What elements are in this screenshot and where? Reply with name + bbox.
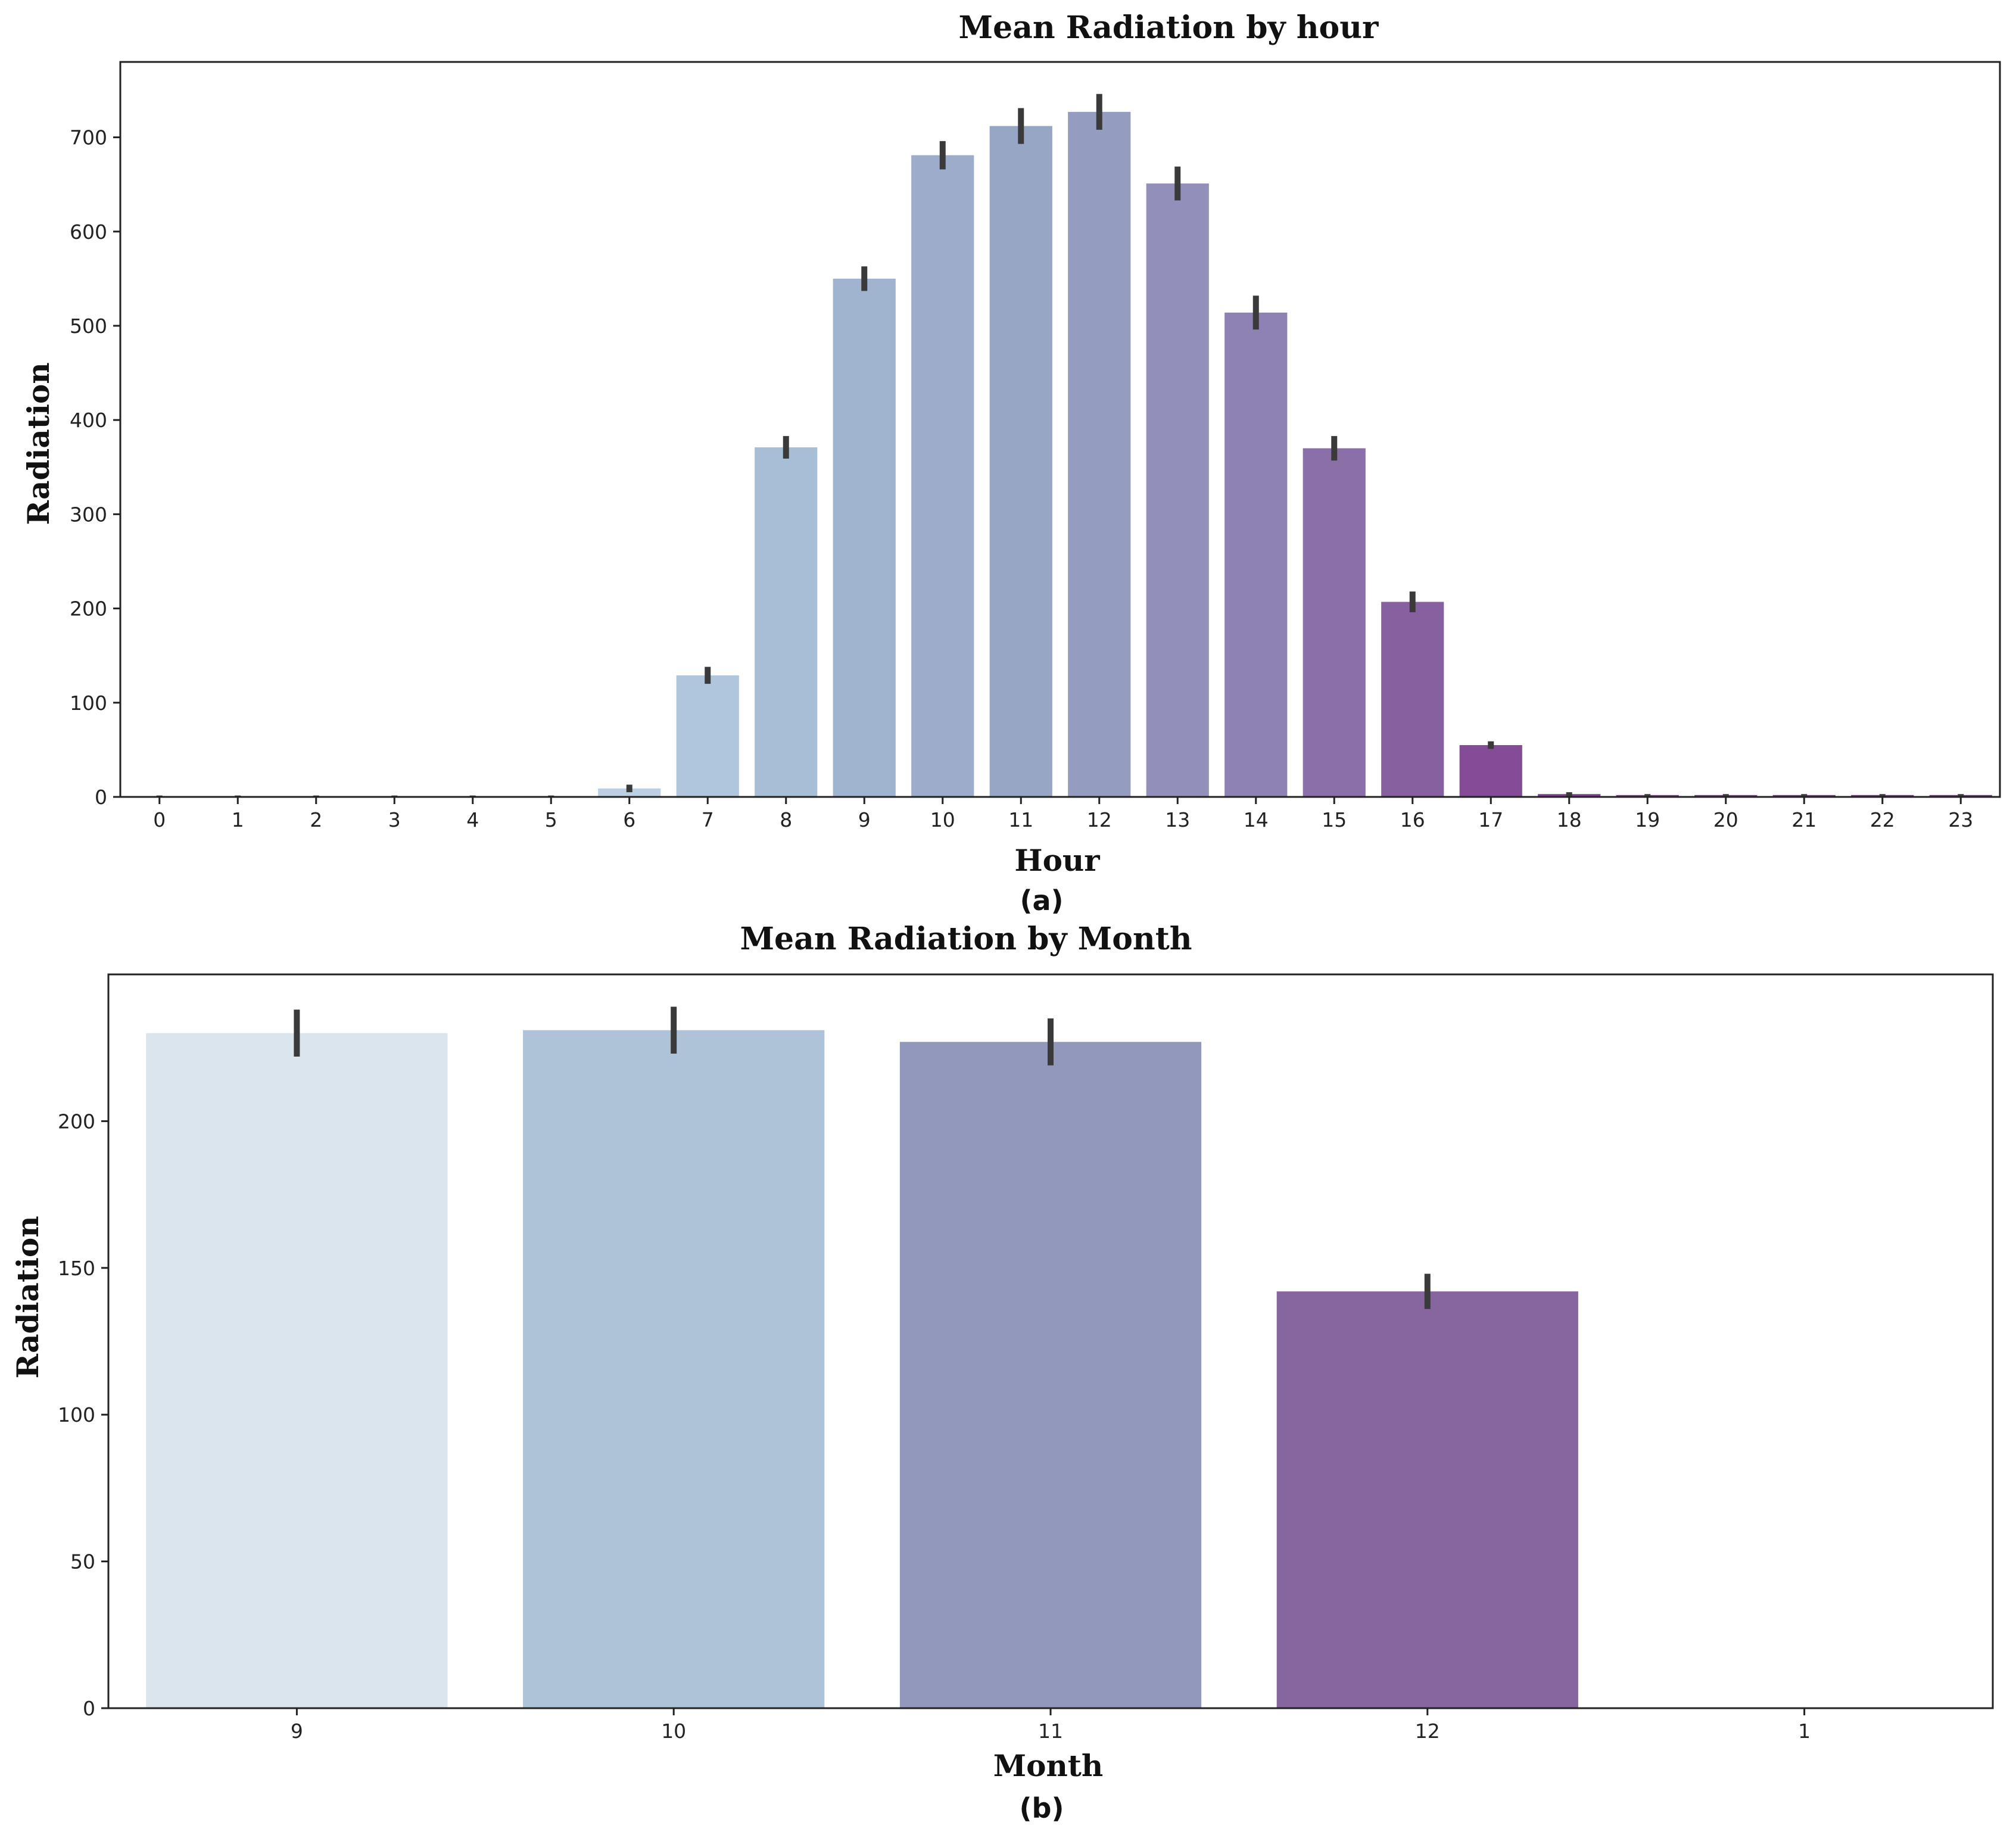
bar-17 <box>1459 745 1522 797</box>
x-tick-label: 4 <box>466 808 479 831</box>
x-tick-label: 3 <box>388 808 401 831</box>
bar-10 <box>523 1030 825 1708</box>
y-tick-label: 0 <box>95 786 107 809</box>
x-tick-label: 20 <box>1713 808 1738 831</box>
x-tick-label: 15 <box>1322 808 1347 831</box>
x-tick-label: 18 <box>1557 808 1582 831</box>
y-tick-label: 100 <box>70 691 107 715</box>
bar-9 <box>833 278 896 797</box>
x-tick-label: 0 <box>153 808 166 831</box>
bar-group <box>128 111 1992 798</box>
x-tick-label: 13 <box>1165 808 1190 831</box>
chart-title: Mean Radiation by Month <box>740 921 1192 957</box>
y-tick-label: 400 <box>70 409 107 432</box>
x-tick-label: 11 <box>1038 1719 1063 1743</box>
panel-label: (a) <box>1020 884 1063 917</box>
chart-title: Mean Radiation by hour <box>959 10 1379 46</box>
x-tick-label: 8 <box>780 808 792 831</box>
x-tick-label: 10 <box>930 808 955 831</box>
y-axis-label: Radiation <box>10 1216 45 1378</box>
x-tick-label: 5 <box>545 808 557 831</box>
y-axis-ticks: 0 100 200 300 400 500 600 700 <box>70 126 120 809</box>
x-axis-label: Hour <box>1014 843 1100 878</box>
y-tick-label: 700 <box>70 126 107 149</box>
x-tick-label: 19 <box>1635 808 1660 831</box>
x-tick-label: 22 <box>1870 808 1895 831</box>
x-tick-label: 14 <box>1244 808 1269 831</box>
x-axis-ticks: 0 1 2 3 4 5 6 7 8 9 10 11 12 13 14 15 16 17 18 19 20 21 22 23 <box>153 797 1973 831</box>
y-tick-label: 200 <box>58 1110 95 1133</box>
bar-6 <box>598 788 661 797</box>
x-tick-label: 10 <box>661 1719 686 1743</box>
x-tick-label: 1 <box>1798 1719 1811 1743</box>
bar-11 <box>989 126 1052 798</box>
bar-10 <box>911 155 974 797</box>
x-tick-label: 12 <box>1415 1719 1440 1743</box>
bar-11 <box>899 1042 1202 1708</box>
bar-15 <box>1303 448 1366 797</box>
x-tick-label: 6 <box>623 808 635 831</box>
x-tick-label: 9 <box>291 1719 303 1743</box>
bar-group <box>146 1030 1578 1708</box>
x-tick-label: 9 <box>858 808 871 831</box>
panel-label: (b) <box>1020 1792 1064 1824</box>
x-tick-label: 16 <box>1400 808 1425 831</box>
y-tick-label: 150 <box>58 1257 95 1280</box>
bar-7 <box>676 675 739 797</box>
y-tick-label: 200 <box>70 597 107 621</box>
y-axis-ticks: 0 50 100 150 200 <box>58 1110 108 1720</box>
y-tick-label: 50 <box>70 1550 95 1574</box>
y-tick-label: 600 <box>70 220 107 244</box>
bar-9 <box>146 1033 448 1708</box>
error-bar-group <box>156 94 1964 797</box>
y-tick-label: 100 <box>58 1403 95 1426</box>
bar-8 <box>755 447 818 797</box>
x-axis-ticks: 9 10 11 12 1 <box>291 1708 1811 1743</box>
bar-13 <box>1146 183 1209 798</box>
x-tick-label: 1 <box>232 808 244 831</box>
y-tick-label: 300 <box>70 503 107 526</box>
y-axis-label: Radiation <box>21 362 56 525</box>
error-bar-group <box>294 1007 1431 1309</box>
plot-frame <box>119 61 2001 798</box>
y-tick-label: 0 <box>83 1697 95 1720</box>
x-tick-label: 17 <box>1478 808 1503 831</box>
x-tick-label: 7 <box>702 808 714 831</box>
y-tick-label: 500 <box>70 314 107 338</box>
x-tick-label: 11 <box>1008 808 1033 831</box>
bar-14 <box>1224 312 1288 797</box>
x-tick-label: 23 <box>1948 808 1973 831</box>
bar-12 <box>1276 1291 1578 1708</box>
bar-12 <box>1068 111 1131 798</box>
bar-16 <box>1381 602 1444 797</box>
x-tick-label: 21 <box>1791 808 1816 831</box>
x-tick-label: 12 <box>1087 808 1112 831</box>
x-tick-label: 2 <box>310 808 322 831</box>
x-axis-label: Month <box>993 1748 1104 1783</box>
chart-panel-hour: Mean Radiation by hour 01002003004005006… <box>21 10 2001 917</box>
